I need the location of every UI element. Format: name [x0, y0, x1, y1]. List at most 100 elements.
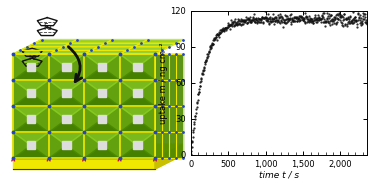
Polygon shape — [169, 54, 176, 80]
Polygon shape — [49, 50, 91, 54]
Polygon shape — [162, 80, 169, 106]
Polygon shape — [119, 80, 155, 93]
Polygon shape — [105, 40, 148, 43]
Polygon shape — [49, 93, 84, 106]
Polygon shape — [84, 54, 102, 80]
Polygon shape — [84, 106, 119, 119]
Polygon shape — [155, 106, 162, 132]
Polygon shape — [13, 158, 155, 169]
Polygon shape — [13, 93, 49, 106]
Polygon shape — [62, 63, 71, 71]
Polygon shape — [98, 89, 106, 97]
Polygon shape — [49, 106, 67, 132]
Polygon shape — [70, 40, 113, 43]
Polygon shape — [49, 132, 67, 158]
Polygon shape — [119, 54, 137, 80]
Polygon shape — [31, 54, 49, 80]
Polygon shape — [119, 106, 137, 132]
Y-axis label: uptake m / ng cm⁻²: uptake m / ng cm⁻² — [158, 42, 167, 124]
Polygon shape — [67, 54, 84, 80]
Polygon shape — [13, 80, 31, 106]
Polygon shape — [84, 106, 119, 132]
Polygon shape — [63, 43, 105, 47]
Polygon shape — [169, 80, 176, 106]
Polygon shape — [176, 80, 183, 106]
Polygon shape — [49, 106, 84, 119]
Polygon shape — [49, 80, 84, 106]
Polygon shape — [84, 106, 102, 132]
Polygon shape — [13, 54, 49, 67]
Polygon shape — [27, 63, 35, 71]
Polygon shape — [84, 119, 119, 132]
Polygon shape — [27, 43, 70, 47]
Polygon shape — [13, 106, 31, 132]
Polygon shape — [13, 106, 49, 119]
Polygon shape — [91, 47, 134, 50]
Polygon shape — [137, 54, 155, 80]
Polygon shape — [98, 115, 106, 123]
Polygon shape — [119, 54, 155, 80]
Polygon shape — [133, 89, 141, 97]
Polygon shape — [134, 43, 176, 47]
Polygon shape — [162, 106, 169, 132]
Polygon shape — [102, 132, 119, 158]
Polygon shape — [98, 43, 141, 47]
Polygon shape — [119, 93, 155, 106]
Polygon shape — [155, 132, 162, 158]
Polygon shape — [133, 115, 141, 123]
Polygon shape — [155, 80, 162, 106]
Polygon shape — [62, 115, 71, 123]
Polygon shape — [102, 106, 119, 132]
Polygon shape — [67, 80, 84, 106]
Polygon shape — [13, 132, 31, 158]
Polygon shape — [84, 93, 119, 106]
Polygon shape — [13, 119, 49, 132]
Polygon shape — [127, 47, 169, 50]
Polygon shape — [119, 67, 155, 80]
Polygon shape — [49, 80, 84, 93]
Polygon shape — [49, 54, 67, 80]
Polygon shape — [119, 80, 155, 106]
Polygon shape — [31, 106, 49, 132]
Polygon shape — [119, 132, 137, 158]
Polygon shape — [13, 106, 49, 132]
Polygon shape — [13, 80, 49, 93]
X-axis label: time t / s: time t / s — [259, 170, 299, 179]
Polygon shape — [169, 106, 176, 132]
Polygon shape — [49, 80, 67, 106]
Polygon shape — [13, 145, 49, 158]
Polygon shape — [119, 145, 155, 158]
Polygon shape — [84, 50, 127, 54]
Polygon shape — [49, 132, 84, 145]
Polygon shape — [155, 144, 183, 169]
Polygon shape — [102, 54, 119, 80]
Polygon shape — [98, 141, 106, 149]
Polygon shape — [119, 119, 155, 132]
Polygon shape — [119, 50, 162, 54]
Polygon shape — [13, 144, 183, 158]
Polygon shape — [67, 106, 84, 132]
Polygon shape — [62, 89, 71, 97]
Polygon shape — [133, 63, 141, 71]
Polygon shape — [119, 132, 155, 145]
Polygon shape — [13, 80, 49, 106]
Polygon shape — [137, 80, 155, 106]
Polygon shape — [27, 115, 35, 123]
Polygon shape — [49, 106, 84, 132]
Polygon shape — [84, 132, 119, 158]
Polygon shape — [20, 47, 63, 50]
Polygon shape — [84, 54, 119, 67]
Polygon shape — [31, 132, 49, 158]
Polygon shape — [162, 54, 169, 80]
Polygon shape — [119, 80, 137, 106]
Polygon shape — [84, 80, 102, 106]
Polygon shape — [176, 54, 183, 80]
Polygon shape — [84, 145, 119, 158]
Polygon shape — [49, 119, 84, 132]
Polygon shape — [49, 54, 84, 80]
Polygon shape — [169, 132, 176, 158]
Polygon shape — [155, 54, 162, 80]
Polygon shape — [13, 50, 56, 54]
Polygon shape — [34, 40, 77, 43]
Polygon shape — [141, 40, 183, 43]
